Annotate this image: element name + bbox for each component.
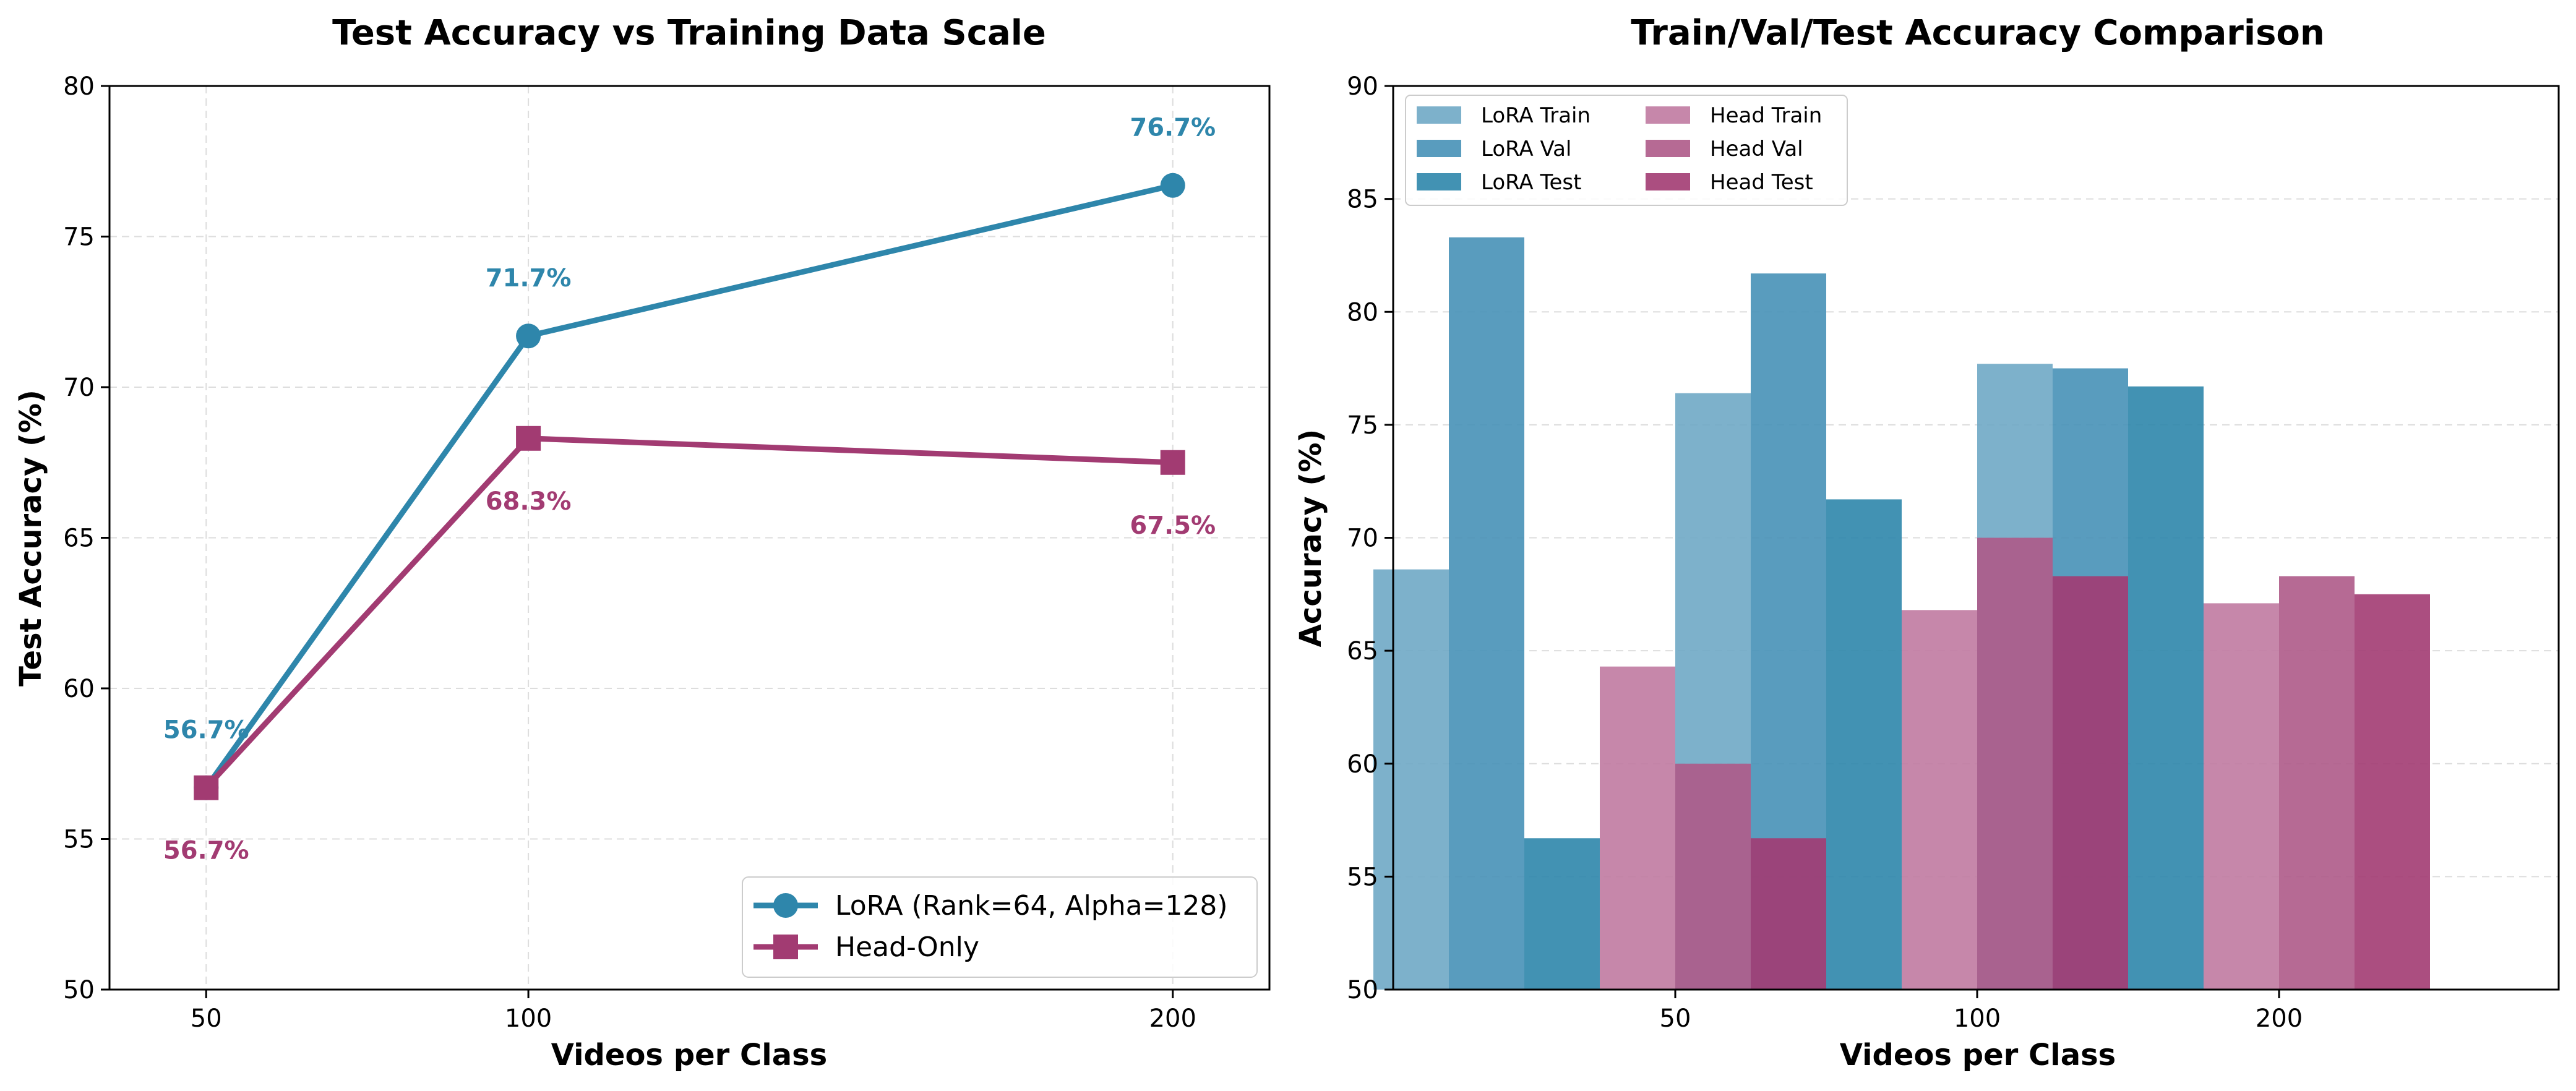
bar bbox=[2279, 576, 2355, 990]
legend-marker bbox=[773, 935, 798, 959]
legend-label: Head-Only bbox=[835, 931, 979, 963]
bar-chart: Train/Val/Test Accuracy Comparison 50 55 6… bbox=[1294, 13, 2560, 1072]
legend-swatch bbox=[1646, 173, 1690, 190]
bar bbox=[2053, 576, 2128, 990]
bar bbox=[1449, 237, 1524, 990]
legend-label: LoRA Test bbox=[1481, 170, 1581, 195]
y-tick-label: 85 bbox=[1347, 186, 1378, 214]
legend-label: Head Val bbox=[1710, 137, 1803, 161]
y-tick-label: 50 bbox=[63, 976, 95, 1004]
bar bbox=[1977, 537, 2053, 990]
line-chart-series: 56.7% 71.7% 76.7% 56.7% 68.3% 67.5% bbox=[163, 114, 1216, 865]
y-tick-label: 90 bbox=[1347, 72, 1378, 101]
bar bbox=[1524, 838, 1600, 990]
data-label: 71.7% bbox=[486, 264, 572, 293]
bar bbox=[1826, 499, 1902, 990]
bar bbox=[2128, 386, 2204, 990]
bar-chart-title: Train/Val/Test Accuracy Comparison bbox=[1631, 13, 2325, 53]
y-tick-label: 75 bbox=[1347, 411, 1378, 440]
head-point bbox=[1160, 450, 1185, 475]
y-tick-label: 70 bbox=[63, 374, 95, 402]
y-tick-label: 80 bbox=[63, 72, 95, 101]
x-tick-label: 50 bbox=[191, 1004, 222, 1033]
legend-label: Head Train bbox=[1710, 103, 1822, 128]
lora-point bbox=[1160, 173, 1185, 198]
data-label: 68.3% bbox=[486, 487, 572, 516]
series-line bbox=[204, 182, 1174, 790]
legend-label: Head Test bbox=[1710, 170, 1813, 195]
lora-point bbox=[516, 323, 541, 349]
bar-chart-ticks: 50 55 60 65 70 75 80 85 90 50 100 200 bbox=[1347, 72, 2303, 1033]
line-chart-ylabel: Test Accuracy (%) bbox=[14, 390, 48, 687]
legend-swatch bbox=[1417, 173, 1461, 190]
bar-chart-ylabel: Accuracy (%) bbox=[1294, 429, 1328, 648]
series-line bbox=[204, 435, 1173, 790]
y-tick-label: 60 bbox=[1347, 750, 1378, 779]
bar bbox=[2355, 594, 2430, 990]
line-chart-grid bbox=[109, 85, 1269, 990]
y-tick-label: 80 bbox=[1347, 298, 1378, 327]
y-tick-label: 65 bbox=[1347, 637, 1378, 665]
y-tick-label: 75 bbox=[63, 223, 95, 252]
bar bbox=[1675, 763, 1751, 990]
legend-marker bbox=[773, 893, 798, 918]
head-point bbox=[194, 775, 219, 800]
bar bbox=[1902, 610, 1977, 990]
x-tick-label: 100 bbox=[1954, 1004, 2001, 1033]
y-tick-label: 50 bbox=[1347, 976, 1378, 1004]
legend-swatch bbox=[1417, 106, 1461, 124]
line-chart-title: Test Accuracy vs Training Data Scale bbox=[332, 13, 1046, 53]
y-tick-label: 65 bbox=[63, 524, 95, 553]
line-chart-legend: LoRA (Rank=64, Alpha=128) Head-Only bbox=[742, 876, 1258, 978]
bar-chart-bars bbox=[1373, 237, 2430, 990]
legend-swatch bbox=[1646, 106, 1690, 124]
legend-box bbox=[1405, 95, 1848, 206]
line-chart-xlabel: Videos per Class bbox=[551, 1038, 827, 1072]
x-tick-label: 50 bbox=[1660, 1004, 1691, 1033]
y-tick-label: 70 bbox=[1347, 524, 1378, 553]
y-tick-label: 60 bbox=[63, 675, 95, 703]
legend-swatch bbox=[1646, 140, 1690, 157]
bar bbox=[2204, 603, 2279, 990]
line-chart-ticks: 50 55 60 65 70 75 80 50 100 200 bbox=[63, 72, 1196, 1033]
x-tick-label: 200 bbox=[1149, 1004, 1196, 1033]
head-point bbox=[516, 426, 541, 451]
legend-label: LoRA (Rank=64, Alpha=128) bbox=[835, 890, 1228, 922]
y-tick-label: 55 bbox=[1347, 863, 1378, 891]
bar bbox=[1751, 838, 1826, 990]
bar bbox=[1373, 569, 1449, 990]
data-label: 76.7% bbox=[1130, 114, 1216, 142]
legend-label: LoRA Val bbox=[1481, 137, 1571, 161]
line-chart: Test Accuracy vs Training Data Scale 56.… bbox=[14, 13, 1271, 1072]
bar bbox=[1600, 666, 1675, 990]
y-tick-label: 55 bbox=[63, 826, 95, 854]
bar-chart-xlabel: Videos per Class bbox=[1840, 1038, 2116, 1072]
legend-swatch bbox=[1417, 140, 1461, 157]
legend-box bbox=[742, 876, 1258, 978]
x-tick-label: 100 bbox=[505, 1004, 552, 1033]
data-label: 67.5% bbox=[1130, 511, 1216, 540]
bar-chart-legend: LoRA Train LoRA Val LoRA Test Head Train Hea… bbox=[1405, 95, 1848, 206]
data-label: 56.7% bbox=[163, 716, 249, 745]
x-tick-label: 200 bbox=[2256, 1004, 2303, 1033]
data-label: 56.7% bbox=[163, 837, 249, 865]
legend-label: LoRA Train bbox=[1481, 103, 1591, 128]
